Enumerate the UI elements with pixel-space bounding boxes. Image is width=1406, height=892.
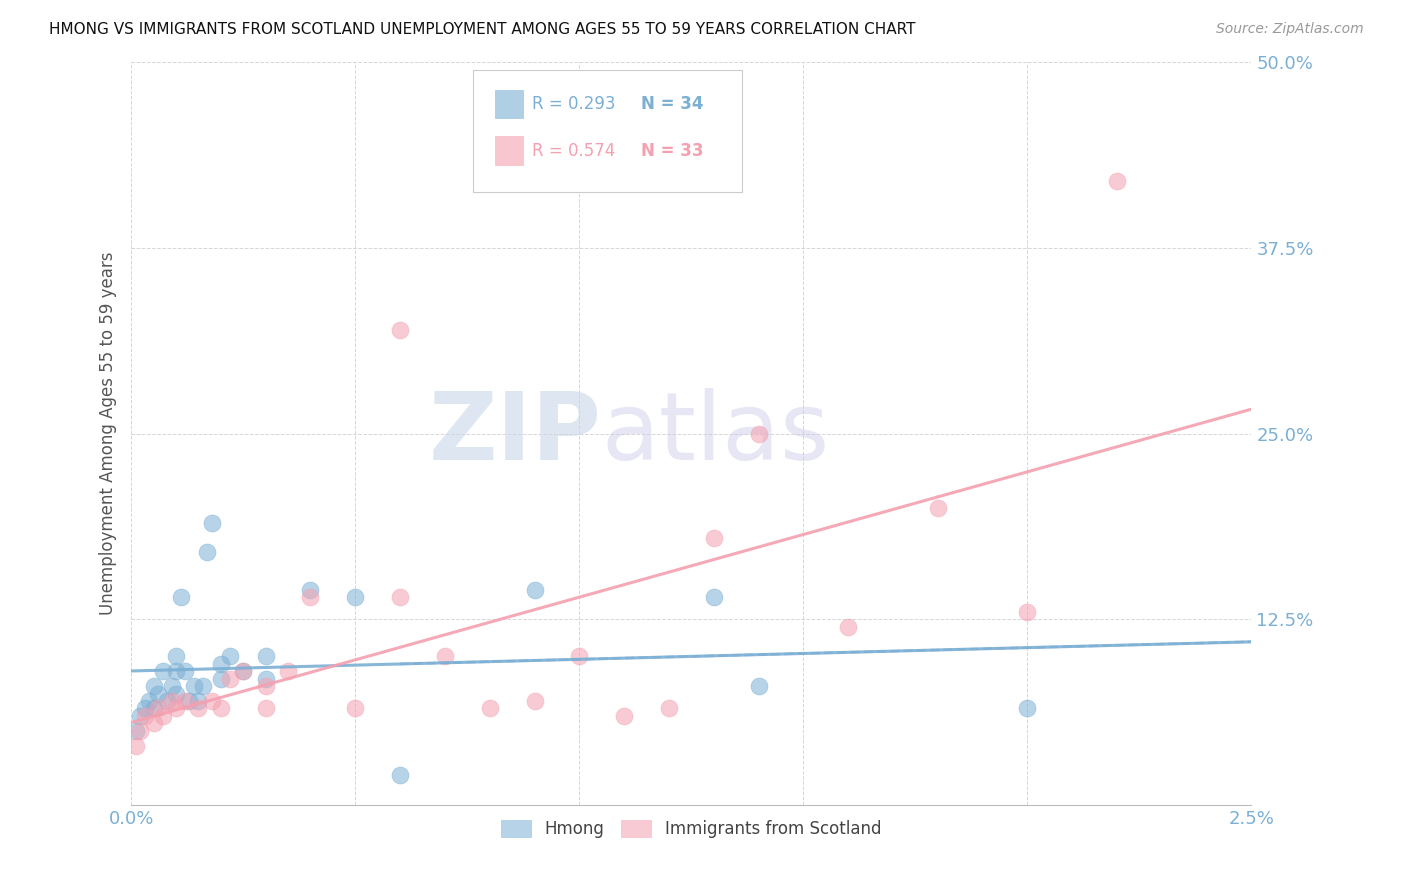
Point bbox=[174, 665, 197, 679]
Point bbox=[165, 665, 187, 679]
Point bbox=[165, 701, 187, 715]
Point bbox=[146, 687, 169, 701]
Point bbox=[201, 516, 224, 530]
Text: N = 33: N = 33 bbox=[641, 142, 703, 160]
Point bbox=[179, 694, 201, 708]
Point bbox=[389, 590, 412, 604]
Point bbox=[389, 768, 412, 782]
Point bbox=[232, 665, 254, 679]
Point bbox=[156, 694, 179, 708]
Point bbox=[169, 590, 191, 604]
Point bbox=[389, 322, 412, 336]
Point bbox=[165, 687, 187, 701]
Point bbox=[277, 665, 299, 679]
Point bbox=[134, 701, 156, 715]
Text: HMONG VS IMMIGRANTS FROM SCOTLAND UNEMPLOYMENT AMONG AGES 55 TO 59 YEARS CORRELA: HMONG VS IMMIGRANTS FROM SCOTLAND UNEMPL… bbox=[49, 22, 915, 37]
Y-axis label: Unemployment Among Ages 55 to 59 years: Unemployment Among Ages 55 to 59 years bbox=[100, 252, 117, 615]
Point bbox=[218, 672, 240, 686]
Point bbox=[837, 620, 859, 634]
Point bbox=[218, 649, 240, 664]
Point bbox=[187, 694, 209, 708]
Point bbox=[129, 723, 152, 738]
Legend: Hmong, Immigrants from Scotland: Hmong, Immigrants from Scotland bbox=[495, 814, 887, 845]
Point bbox=[142, 716, 165, 731]
FancyBboxPatch shape bbox=[495, 136, 523, 165]
Text: N = 34: N = 34 bbox=[641, 95, 703, 112]
Text: R = 0.574: R = 0.574 bbox=[533, 142, 616, 160]
Point bbox=[344, 701, 367, 715]
Text: ZIP: ZIP bbox=[429, 388, 602, 480]
Point bbox=[254, 649, 277, 664]
Point bbox=[142, 701, 165, 715]
Point bbox=[125, 723, 148, 738]
Point bbox=[748, 426, 770, 441]
Point bbox=[433, 649, 456, 664]
Point bbox=[129, 709, 152, 723]
Point bbox=[174, 694, 197, 708]
Point bbox=[703, 531, 725, 545]
Point bbox=[1017, 701, 1039, 715]
Point bbox=[232, 665, 254, 679]
Point bbox=[191, 679, 214, 693]
Point bbox=[478, 701, 501, 715]
Point bbox=[254, 701, 277, 715]
Point bbox=[1105, 174, 1128, 188]
Point bbox=[703, 590, 725, 604]
Point bbox=[927, 500, 949, 515]
Point bbox=[138, 694, 160, 708]
Point bbox=[299, 582, 322, 597]
Point bbox=[523, 582, 546, 597]
Point bbox=[209, 672, 232, 686]
Point bbox=[523, 694, 546, 708]
Point bbox=[183, 679, 205, 693]
Point bbox=[152, 709, 174, 723]
Point bbox=[254, 672, 277, 686]
Point bbox=[344, 590, 367, 604]
Point bbox=[201, 694, 224, 708]
Point bbox=[1017, 605, 1039, 619]
Point bbox=[748, 679, 770, 693]
Point bbox=[152, 665, 174, 679]
Text: atlas: atlas bbox=[602, 388, 830, 480]
Point bbox=[160, 679, 183, 693]
Point bbox=[613, 709, 636, 723]
Point bbox=[134, 709, 156, 723]
Point bbox=[165, 649, 187, 664]
Point bbox=[568, 649, 591, 664]
Point bbox=[658, 701, 681, 715]
Point bbox=[142, 679, 165, 693]
Point bbox=[197, 545, 219, 559]
Point bbox=[160, 694, 183, 708]
Text: R = 0.293: R = 0.293 bbox=[533, 95, 616, 112]
Point bbox=[254, 679, 277, 693]
Point bbox=[125, 739, 148, 753]
Point bbox=[209, 657, 232, 671]
Point bbox=[146, 701, 169, 715]
FancyBboxPatch shape bbox=[495, 89, 523, 118]
Text: Source: ZipAtlas.com: Source: ZipAtlas.com bbox=[1216, 22, 1364, 37]
Point bbox=[187, 701, 209, 715]
Point bbox=[299, 590, 322, 604]
Point bbox=[209, 701, 232, 715]
FancyBboxPatch shape bbox=[472, 70, 742, 192]
